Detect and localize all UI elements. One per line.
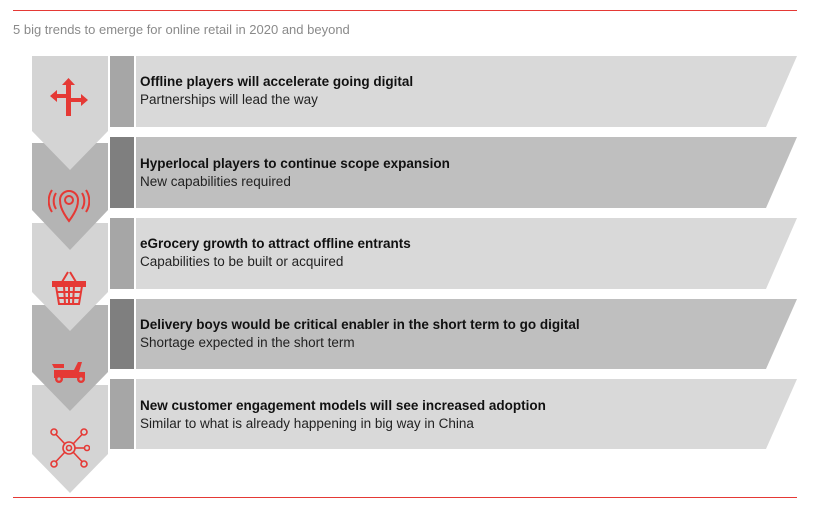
network-hub-icon xyxy=(50,428,90,468)
trend-item-1: Offline players will accelerate going di… xyxy=(140,73,760,109)
page-subtitle: 5 big trends to emerge for online retail… xyxy=(13,22,350,37)
trend-title: New customer engagement models will see … xyxy=(140,398,546,413)
trend-title: eGrocery growth to attract offline entra… xyxy=(140,236,411,251)
trend-item-4: Delivery boys would be critical enabler … xyxy=(140,316,760,352)
separator-bar-1 xyxy=(110,56,134,127)
separator-bar-4 xyxy=(110,299,134,369)
bottom-rule xyxy=(13,497,797,498)
trend-band-5 xyxy=(136,379,797,449)
trend-band-3 xyxy=(136,218,797,289)
separator-bar-5 xyxy=(110,379,134,449)
top-rule xyxy=(13,10,797,11)
shopping-basket-icon xyxy=(52,271,86,305)
trend-band-2 xyxy=(136,137,797,208)
trend-subtitle: New capabilities required xyxy=(140,174,291,189)
trend-item-5: New customer engagement models will see … xyxy=(140,397,760,433)
chevron-step-4 xyxy=(32,305,108,411)
location-pin-icon xyxy=(48,189,90,223)
trend-title: Offline players will accelerate going di… xyxy=(140,74,414,89)
trend-band-4 xyxy=(136,299,797,369)
separator-bar-2 xyxy=(110,137,134,208)
trend-subtitle: Capabilities to be built or acquired xyxy=(140,254,344,269)
trend-item-2: Hyperlocal players to continue scope exp… xyxy=(140,155,760,191)
trend-subtitle: Similar to what is already happening in … xyxy=(140,416,474,431)
chevron-step-3 xyxy=(32,223,108,331)
scooter-icon xyxy=(52,362,85,383)
signpost-icon xyxy=(50,78,88,116)
trend-band-1 xyxy=(136,56,797,127)
trend-item-3: eGrocery growth to attract offline entra… xyxy=(140,235,760,271)
separator-bar-3 xyxy=(110,218,134,289)
trend-title: Delivery boys would be critical enabler … xyxy=(140,317,580,332)
trend-title: Hyperlocal players to continue scope exp… xyxy=(140,156,450,171)
trend-subtitle: Partnerships will lead the way xyxy=(140,92,318,107)
trend-subtitle: Shortage expected in the short term xyxy=(140,335,355,350)
